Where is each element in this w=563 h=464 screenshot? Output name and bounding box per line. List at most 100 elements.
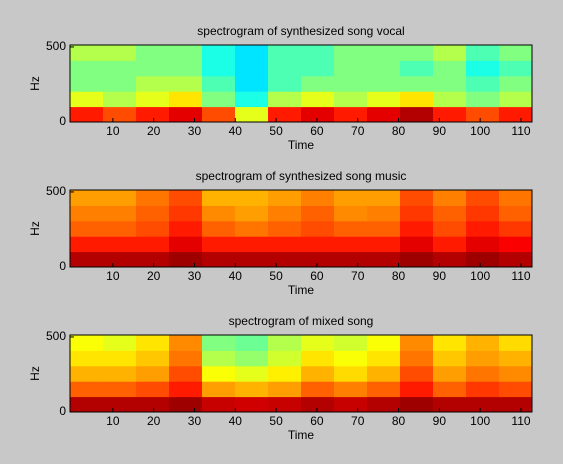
- x-tick-label: 40: [229, 269, 243, 283]
- spectrogram-cell: [334, 106, 368, 123]
- spectrogram-cell: [235, 396, 269, 413]
- axes-frame: [69, 334, 533, 413]
- spectrogram-cell: [136, 251, 170, 268]
- spectrogram-cell: [499, 91, 533, 108]
- spectrogram-cell: [367, 106, 401, 123]
- spectrogram-cell: [268, 190, 302, 206]
- spectrogram-cell: [202, 60, 236, 77]
- spectrogram-cell: [136, 381, 170, 398]
- spectrogram-cell: [70, 381, 104, 398]
- x-tick-label: 80: [392, 124, 406, 138]
- spectrogram-cell: [433, 60, 467, 77]
- spectrogram-cell: [202, 75, 236, 92]
- spectrogram-cell: [433, 106, 467, 123]
- x-tick-label: 60: [310, 124, 324, 138]
- spectrogram-cell: [136, 60, 170, 77]
- spectrogram-cell: [103, 251, 137, 268]
- spectrogram-cell: [400, 236, 434, 253]
- spectrogram-cell: [103, 335, 137, 351]
- spectrogram-cell: [400, 60, 434, 77]
- spectrogram-cell: [400, 381, 434, 398]
- spectrogram-cell: [367, 45, 401, 61]
- spectrogram-cell: [169, 190, 203, 206]
- spectrogram-cell: [400, 350, 434, 367]
- chart-title: spectrogram of synthesized song music: [196, 169, 407, 183]
- spectrogram-cell: [400, 396, 434, 413]
- x-tick-label: 80: [392, 269, 406, 283]
- spectrogram-cell: [103, 205, 137, 222]
- spectrogram-cell: [466, 251, 500, 268]
- spectrogram-cell: [400, 75, 434, 92]
- spectrogram-cell: [400, 335, 434, 351]
- spectrogram-cell: [433, 220, 467, 237]
- x-tick-label: 10: [106, 269, 120, 283]
- spectrogram-cell: [499, 365, 533, 382]
- spectrogram-cell: [268, 335, 302, 351]
- spectrogram-cell: [103, 381, 137, 398]
- spectrogram-cell: [103, 91, 137, 108]
- spectrogram-cell: [103, 75, 137, 92]
- spectrogram-cell: [136, 75, 170, 92]
- axes-frame: [69, 189, 533, 268]
- spectrogram-cell: [136, 45, 170, 61]
- spectrogram-cell: [70, 45, 104, 61]
- x-tick-label: 80: [392, 414, 406, 428]
- spectrogram-cell: [268, 350, 302, 367]
- spectrogram-cell: [136, 335, 170, 351]
- spectrogram-cell: [466, 365, 500, 382]
- spectrogram-cell: [202, 190, 236, 206]
- spectrogram-cell: [136, 350, 170, 367]
- y-axis-label: Hz: [28, 76, 42, 91]
- spectrogram-cell: [466, 45, 500, 61]
- spectrogram-cell: [301, 236, 335, 253]
- spectrogram-cell: [466, 205, 500, 222]
- spectrogram-cell: [70, 396, 104, 413]
- spectrogram-cell: [169, 236, 203, 253]
- spectrogram-cell: [136, 220, 170, 237]
- y-axis-label: Hz: [28, 221, 42, 236]
- x-tick-label: 90: [433, 269, 447, 283]
- spectrogram-cell: [202, 335, 236, 351]
- spectrogram-cell: [268, 365, 302, 382]
- spectrogram-cell: [433, 91, 467, 108]
- spectrogram-cell: [169, 106, 203, 123]
- spectrogram-cell: [367, 190, 401, 206]
- spectrogram-cell: [466, 335, 500, 351]
- spectrogram-cell: [334, 75, 368, 92]
- y-tick-label: 500: [46, 184, 66, 198]
- spectrogram-cell: [367, 251, 401, 268]
- x-tick-label: 20: [147, 414, 161, 428]
- spectrogram-cell: [268, 75, 302, 92]
- spectrogram-cell: [169, 251, 203, 268]
- x-tick-label: 100: [470, 269, 490, 283]
- spectrogram-cell: [169, 381, 203, 398]
- x-tick-label: 70: [351, 269, 365, 283]
- spectrogram-cell: [499, 106, 533, 123]
- spectrogram-cell: [235, 365, 269, 382]
- spectrogram-cell: [499, 220, 533, 237]
- spectrogram-cell: [466, 396, 500, 413]
- spectrogram-cell: [202, 106, 236, 123]
- spectrogram-cell: [334, 335, 368, 351]
- x-tick-label: 10: [106, 414, 120, 428]
- spectrogram-cell: [466, 350, 500, 367]
- spectrogram-cell: [136, 396, 170, 413]
- spectrogram-cell: [268, 381, 302, 398]
- spectrogram-cell: [169, 350, 203, 367]
- x-tick-label: 70: [351, 414, 365, 428]
- x-tick-label: 20: [147, 124, 161, 138]
- spectrogram-cell: [433, 205, 467, 222]
- spectrogram-cell: [169, 365, 203, 382]
- spectrogram-cell: [400, 205, 434, 222]
- spectrogram-cell: [367, 60, 401, 77]
- spectrogram-cell: [301, 335, 335, 351]
- spectrogram-cell: [301, 205, 335, 222]
- spectrogram-cell: [466, 220, 500, 237]
- spectrogram-cell: [499, 335, 533, 351]
- spectrogram-cell: [202, 91, 236, 108]
- x-tick-label: 50: [269, 414, 283, 428]
- spectrogram-cell: [136, 205, 170, 222]
- chart-title: spectrogram of synthesized song vocal: [197, 24, 404, 38]
- spectrogram-cell: [466, 236, 500, 253]
